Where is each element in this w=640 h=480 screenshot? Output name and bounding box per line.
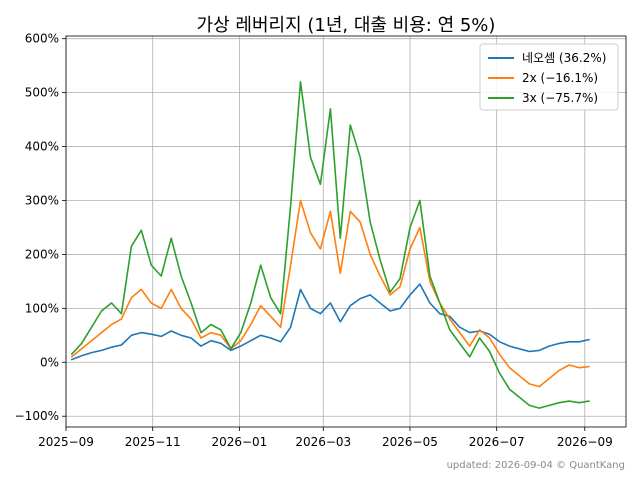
plot-frame [65,35,627,428]
x-tick-label: 2026−07 [469,435,525,449]
x-tick-label: 2026−09 [557,435,613,449]
x-tick-label: 2025−09 [38,435,94,449]
y-tick-label: −100% [15,409,59,423]
chart-title: 가상 레버리지 (1년, 대출 비용: 연 5%) [197,15,496,36]
y-tick-label: 200% [25,247,59,261]
x-tick-label: 2026−05 [382,435,438,449]
series-line-3 [70,81,590,409]
legend-label: 3x (−75.7%) [522,91,598,105]
y-tick-label: 600% [25,32,59,46]
y-tick-label: 500% [25,86,59,100]
x-tick-label: 2025−11 [125,435,181,449]
series-group [70,81,590,409]
y-tick-label: 300% [25,193,59,207]
footer-credit: updated: 2026-09-04 © QuantKang [447,460,625,471]
y-tick-label: 400% [25,140,59,154]
x-tick-label: 2026−01 [211,435,267,449]
legend: 네오셈 (36.2%) 2x (−16.1%) 3x (−75.7%) [479,43,619,111]
series-line-1 [70,283,590,361]
x-tick-label: 2026−03 [295,435,351,449]
y-tick-label: 100% [25,301,59,315]
legend-box [479,43,619,111]
y-tick-label: 0% [40,355,59,369]
axes: −100% 0% 100% 200% 300% 400% 500% 600% 2025−09 20… [15,32,613,449]
series-line-2 [70,199,590,388]
legend-label: 2x (−16.1%) [522,71,598,85]
legend-label: 네오셈 (36.2%) [522,51,606,65]
